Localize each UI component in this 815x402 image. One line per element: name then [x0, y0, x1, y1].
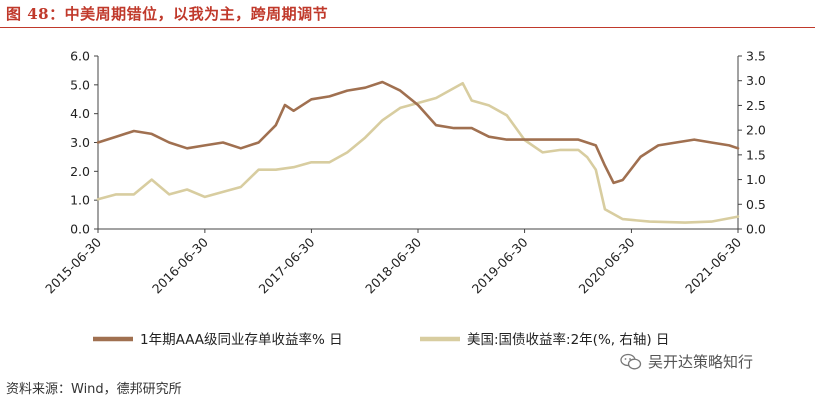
y-left-tick-label: 2.0	[70, 164, 90, 179]
x-tick-label: 2020-06-30	[576, 234, 638, 296]
legend: 1年期AAA级同业存单收益率% 日 美国:国债收益率:2年(%, 右轴) 日	[93, 331, 669, 348]
y-right-tick-label: 3.5	[746, 49, 766, 64]
y-left-tick-label: 5.0	[70, 77, 90, 92]
y-right-tick-label: 1.5	[746, 147, 766, 162]
x-axis: 2015-06-30 2016-06-30 2017-06-30 2018-06-30…	[42, 229, 744, 296]
x-tick-label: 2015-06-30	[42, 234, 104, 296]
y-left-tick-label: 0.0	[70, 222, 90, 237]
chart: 0.0 1.0 2.0 3.0 4.0 5.0 6.0 0.0 0.5 1.0 1.5 2.0 2.5…	[42, 49, 766, 349]
y-right-tick-label: 2.5	[746, 98, 766, 113]
x-tick-label: 2019-06-30	[469, 234, 531, 296]
title-rule	[0, 27, 815, 28]
legend-label-ust: 美国:国债收益率:2年(%, 右轴) 日	[467, 331, 669, 348]
y-right-tick-label: 0.5	[746, 197, 766, 212]
watermark: 吴开达策略知行	[620, 351, 753, 372]
wechat-icon	[620, 353, 642, 369]
source-note: 资料来源：Wind，德邦研究所	[6, 382, 182, 397]
y-left-tick-label: 3.0	[70, 135, 90, 150]
y-right-tick-label: 0.0	[746, 222, 766, 237]
y-right-axis: 0.0 0.5 1.0 1.5 2.0 2.5 3.0 3.5	[738, 49, 766, 237]
y-left-tick-label: 4.0	[70, 106, 90, 121]
y-right-tick-label: 3.0	[746, 73, 766, 88]
watermark-text: 吴开达策略知行	[648, 353, 754, 371]
y-right-tick-label: 1.0	[746, 172, 766, 187]
series-group	[96, 80, 740, 224]
x-tick-label: 2016-06-30	[149, 234, 211, 296]
x-tick-label: 2017-06-30	[256, 234, 318, 296]
y-left-tick-label: 1.0	[70, 193, 90, 208]
legend-label-cd: 1年期AAA级同业存单收益率% 日	[140, 331, 343, 348]
x-tick-label: 2018-06-30	[362, 234, 424, 296]
page-title: 图 48：中美周期错位，以我为主，跨周期调节	[6, 5, 329, 23]
series-line-ust	[96, 81, 740, 224]
y-right-tick-label: 2.0	[746, 123, 766, 138]
y-left-axis: 0.0 1.0 2.0 3.0 4.0 5.0 6.0	[70, 49, 98, 237]
y-left-tick-label: 6.0	[70, 49, 90, 64]
series-line-cd	[96, 80, 740, 185]
x-tick-label: 2021-06-30	[682, 234, 744, 296]
axes	[97, 56, 739, 230]
title-bar: 图 48：中美周期错位，以我为主，跨周期调节	[0, 0, 815, 28]
